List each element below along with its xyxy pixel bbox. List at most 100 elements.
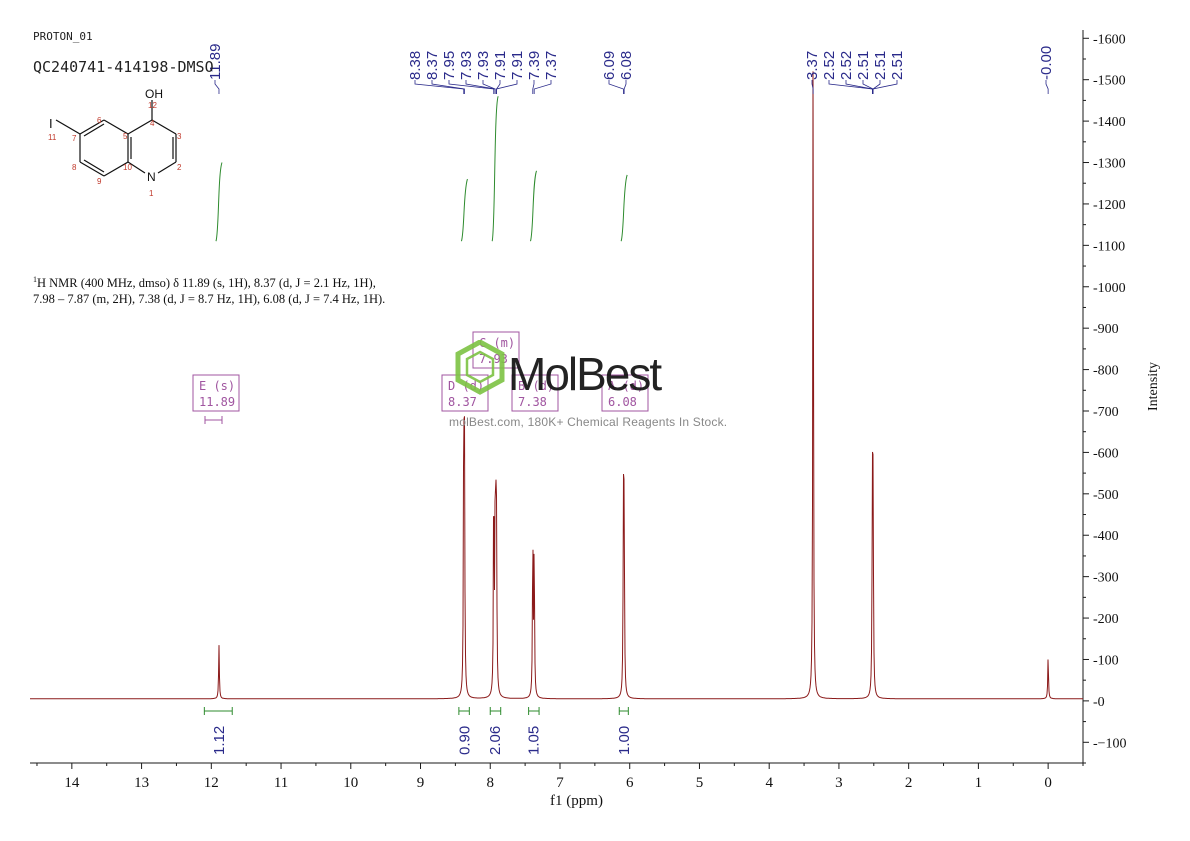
y-tick-label: -900 bbox=[1093, 322, 1119, 337]
nmr-description: 1H NMR (400 MHz, dmso) δ 11.89 (s, 1H), … bbox=[33, 272, 453, 307]
peak-label-connector bbox=[431, 80, 465, 94]
multiplet-label: A (d) bbox=[608, 379, 644, 393]
atom-number: 9 bbox=[97, 177, 102, 186]
hydroxyl-label: OH bbox=[145, 87, 163, 101]
spectrum-line bbox=[30, 71, 1083, 700]
y-tick-label: -700 bbox=[1093, 405, 1119, 420]
molbest-logo: MolBest bbox=[455, 340, 664, 400]
description-line-1: H NMR (400 MHz, dmso) δ 11.89 (s, 1H), 8… bbox=[37, 276, 376, 291]
y-tick-label: -500 bbox=[1093, 488, 1119, 503]
peak-label-connector bbox=[482, 80, 496, 94]
integral-value: 1.05 bbox=[525, 726, 542, 755]
x-tick-label: 0 bbox=[1044, 775, 1052, 791]
peak-label-connector bbox=[532, 80, 535, 94]
x-tick-label: 13 bbox=[134, 775, 149, 791]
multiplet-box bbox=[441, 374, 489, 412]
peak-label: 2.51 bbox=[872, 51, 889, 80]
peak-label: 7.91 bbox=[509, 51, 526, 80]
iodine-label: I bbox=[49, 116, 53, 131]
integral-value: 1.00 bbox=[616, 726, 633, 755]
watermark-tagline: molBest.com, 180K+ Chemical Reagents In … bbox=[449, 415, 728, 429]
multiplet-box bbox=[472, 331, 520, 369]
atom-number: 8 bbox=[72, 163, 77, 172]
peak-label: 7.39 bbox=[526, 51, 543, 80]
x-tick-label: 3 bbox=[835, 775, 843, 791]
atom-number: 1 bbox=[149, 189, 154, 198]
multiplet-box bbox=[601, 374, 649, 412]
peak-label-connector bbox=[448, 80, 495, 94]
y-tick-label: -1600 bbox=[1093, 32, 1126, 47]
atom-number: 5 bbox=[123, 132, 128, 141]
y-tick-label: -−100 bbox=[1093, 736, 1127, 751]
x-tick-label: 14 bbox=[64, 775, 80, 791]
peak-label-connector bbox=[414, 80, 465, 94]
x-tick-label: 7 bbox=[556, 775, 564, 791]
y-tick-label: -0 bbox=[1093, 695, 1105, 710]
atom-number: 10 bbox=[123, 163, 132, 172]
integral-value: 0.90 bbox=[456, 726, 473, 755]
y-tick-label: -1000 bbox=[1093, 281, 1126, 296]
peak-label-connector bbox=[872, 80, 881, 94]
peak-label: 2.52 bbox=[838, 51, 855, 80]
multiplet-box bbox=[192, 374, 240, 412]
peak-label-connector bbox=[1045, 80, 1049, 94]
multiplet-shift: 8.37 bbox=[448, 395, 477, 409]
integral-curve bbox=[530, 170, 537, 242]
x-tick-label: 2 bbox=[905, 775, 913, 791]
atom-number: 6 bbox=[97, 116, 102, 125]
nucleus-superscript: 1 bbox=[33, 275, 37, 284]
x-tick-label: 5 bbox=[696, 775, 704, 791]
y-tick-label: -1300 bbox=[1093, 157, 1126, 172]
peak-label: 6.08 bbox=[618, 51, 635, 80]
x-tick-label: 6 bbox=[626, 775, 634, 791]
nitrogen-label: N bbox=[147, 170, 156, 184]
peak-label-connector bbox=[872, 80, 898, 94]
x-tick-label: 9 bbox=[417, 775, 425, 791]
y-tick-label: -200 bbox=[1093, 612, 1119, 627]
y-tick-label: -100 bbox=[1093, 653, 1119, 668]
peak-label: 11.89 bbox=[207, 44, 224, 80]
x-tick-label: 10 bbox=[343, 775, 358, 791]
peak-label-connector bbox=[811, 80, 814, 94]
peak-label: 8.37 bbox=[424, 51, 441, 80]
sample-name: QC240741-414198-DMSO bbox=[33, 58, 214, 76]
y-tick-label: -800 bbox=[1093, 364, 1119, 379]
peak-label: 7.95 bbox=[441, 51, 458, 80]
peak-label-connector bbox=[496, 80, 501, 94]
x-tick-label: 11 bbox=[274, 775, 288, 791]
peak-label: 2.52 bbox=[821, 51, 838, 80]
peak-label: 2.51 bbox=[855, 51, 872, 80]
x-tick-label: 1 bbox=[975, 775, 983, 791]
y-tick-label: -1100 bbox=[1093, 239, 1125, 254]
peak-label-connector bbox=[862, 80, 874, 94]
atom-number: 11 bbox=[48, 133, 57, 142]
multiplet-label: E (s) bbox=[199, 379, 235, 393]
integral-value: 2.06 bbox=[487, 726, 504, 755]
x-axis-title: f1 (ppm) bbox=[550, 793, 603, 809]
experiment-name: PROTON_01 bbox=[33, 30, 93, 43]
peak-label-connector bbox=[496, 80, 518, 94]
peak-label-connector bbox=[214, 80, 220, 94]
x-tick-label: 8 bbox=[487, 775, 495, 791]
peak-label: 7.37 bbox=[543, 51, 560, 80]
multiplet-box bbox=[511, 374, 559, 412]
integral-curve bbox=[620, 174, 628, 242]
peak-label: 7.91 bbox=[492, 51, 509, 80]
peak-label: 7.93 bbox=[475, 51, 492, 80]
integral-curve bbox=[215, 162, 223, 242]
x-tick-label: 12 bbox=[204, 775, 219, 791]
peak-label: 7.93 bbox=[458, 51, 475, 80]
multiplet-shift: 6.08 bbox=[608, 395, 637, 409]
y-tick-label: -1200 bbox=[1093, 198, 1126, 213]
peak-label-connector bbox=[533, 80, 552, 94]
peak-label: 8.38 bbox=[407, 51, 424, 80]
peak-label-connector bbox=[608, 80, 624, 94]
y-tick-label: -400 bbox=[1093, 529, 1119, 544]
integral-value: 1.12 bbox=[211, 726, 228, 755]
y-tick-label: -1500 bbox=[1093, 74, 1126, 89]
y-axis-title: Intensity bbox=[1146, 362, 1161, 411]
integral-curve bbox=[460, 178, 468, 242]
atom-number: 12 bbox=[148, 101, 157, 110]
atom-number: 3 bbox=[177, 132, 182, 141]
